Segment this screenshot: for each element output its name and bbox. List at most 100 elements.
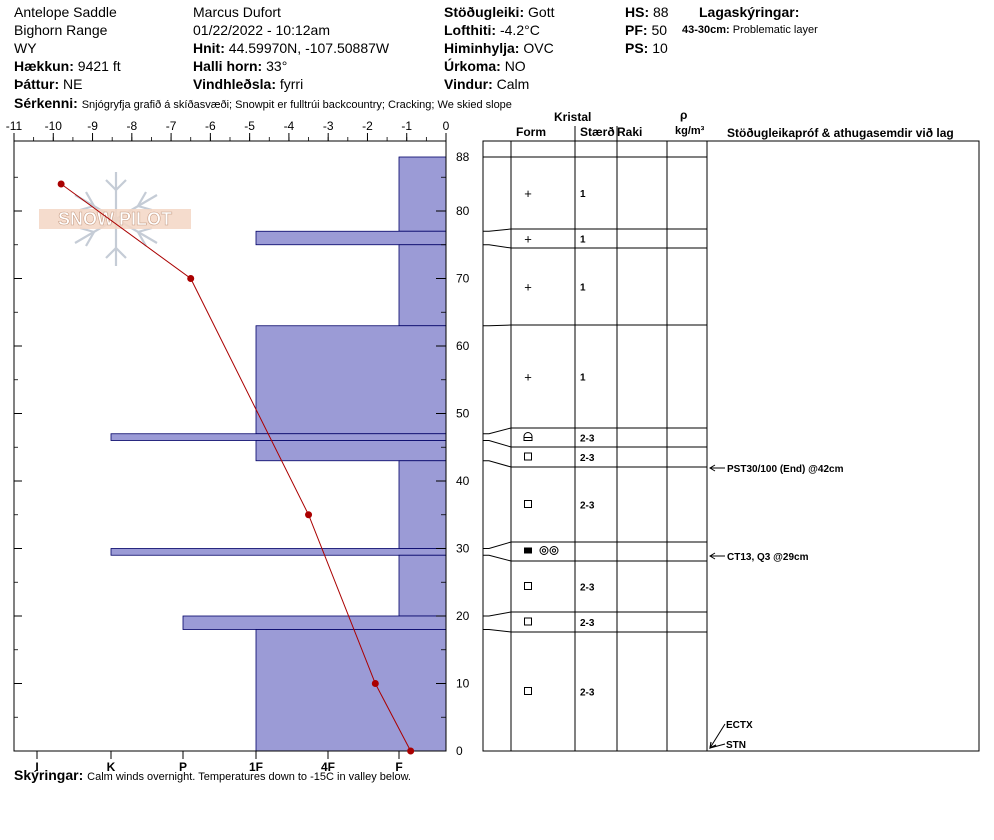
slope-value: 33° [266,58,288,74]
row-connector [483,244,512,249]
snowpilot-logo: SNOW PILOT [39,172,191,266]
layer-table: +1 + 1 + 1 + 1 2-3 2-3 2-3 2-3 2-3 2-3 [482,126,980,752]
crystal-form-square [524,687,532,695]
crystal-size: 1 [580,373,586,384]
row-connector [483,541,512,549]
temp-tick-label: -7 [166,119,177,133]
crystal-form-square [524,582,532,590]
logo-text: SNOW PILOT [58,209,172,229]
hardness-bar [255,230,447,246]
aspect-label: Þáttur: [14,76,60,92]
rho-header: ρ [680,108,688,122]
test-arrowhead [709,464,716,472]
hardness-bar [398,460,447,549]
layer-notes-title: Lagaskýringar: [699,4,800,20]
depth-top-label: 88 [456,150,470,164]
depth-tick-label: 30 [456,542,470,556]
ps: PS: 10 [625,40,668,56]
crystal-form-ring-inner [551,548,557,553]
aspect: Þáttur: NE [14,76,82,92]
sky-cover: Himinhylja: OVC [444,40,554,56]
test-arrowhead [709,741,717,749]
wind-value: Calm [496,76,530,92]
crystal-size: 2-3 [580,583,595,594]
footer-label: Skýringar: [14,767,84,783]
crystal-form-plus: + [524,370,532,385]
crystal-size: 2-3 [580,618,595,629]
temp-tick-label: -1 [401,119,412,133]
depth-tick-label: 60 [456,339,470,353]
crystal-size: 1 [580,235,586,246]
test-label: STN [726,740,746,751]
kristal-header: Kristal [554,110,592,124]
temp-tick-label: -10 [45,119,63,133]
temp-tick-label: 0 [443,119,450,133]
tests-header: Stöðugleikapróf & athugasemdir við lag [727,126,954,140]
test-label: CT13, Q3 @29cm [727,552,809,563]
hs-label: HS: [625,4,650,20]
table-frame [482,140,980,752]
pf: PF: 50 [625,22,667,38]
precip-value: NO [504,58,526,74]
crystal-form-square [524,452,532,461]
footer-value: Calm winds overnight. Temperatures down … [87,771,411,783]
aspect-value: NE [63,76,83,92]
hardness-bar [182,615,447,630]
crystal-form-hoar [523,432,533,441]
temp-tick-label: -9 [87,119,98,133]
row-connector [483,629,512,633]
temp-tick-label: -6 [205,119,216,133]
stability: Stöðugleiki: Gott [444,4,554,20]
density-unit-header: kg/m³ [675,125,705,137]
footer-comments: Skýringar: Calm winds overnight. Tempera… [14,767,411,785]
location-name: Antelope Saddle [14,4,117,20]
temp-tick-label: -5 [244,119,255,133]
hardness-tick-label: 1F [249,760,263,774]
elevation-label: Hækkun: [14,58,74,74]
precipitation: Úrkoma: NO [444,58,526,74]
row-connector [483,324,512,327]
temp-tick-label: -8 [126,119,137,133]
wind-label: Vindur: [444,76,493,92]
crystal-size: 2-3 [580,453,595,464]
ps-label: PS: [625,40,649,56]
crystal-form-ring-inner [541,548,547,553]
row-connector [483,228,512,232]
hardness-bar [255,440,447,462]
sky-label: Himinhylja: [444,40,520,56]
coordinates: Hnit: 44.59970N, -107.50887W [193,40,389,56]
air-temp-label: Lofthiti: [444,22,497,38]
air-temp: Lofthiti: -4.2°C [444,22,540,38]
crystal-form-plus: + [524,280,532,295]
wind-loading: Vindhleðsla: fyrri [193,76,303,92]
row-connector [483,427,512,435]
row-connector [483,440,512,448]
hardness-tick-label: F [395,760,402,774]
coords-label: Hnit: [193,40,225,56]
temp-point [305,511,313,519]
wind-loading-value: fyrri [279,76,304,92]
layer-note-text: Problematic layer [732,24,818,36]
crystal-form-square [524,500,532,508]
hardness-bars [110,156,447,752]
hardness-bar [110,433,447,441]
hardness-tick-label: K [107,760,116,774]
chart-axes: -11 -10 -9 -8 -7 -6 -5 -4 -3 -2 -1 0I K P 1F 4F F0102030… [6,119,470,774]
coords-value: 44.59970N, -107.50887W [228,40,390,56]
depth-tick-label: 10 [456,677,470,691]
crystal-size: 2-3 [580,688,595,699]
features-value: Snjógryfja grafið á skíðasvæði; Snowpit … [81,99,512,111]
crystal-size: 2-3 [580,434,595,445]
elevation: Hækkun: 9421 ft [14,58,121,74]
stability-tests: PST30/100 (End) @42cm CT13, Q3 @29cm ECTX S… [709,464,844,751]
test-label: ECTX [726,720,753,731]
pf-label: PF: [625,22,648,38]
elevation-value: 9421 ft [77,58,121,74]
hardness-bar [110,548,447,556]
row-connector [483,611,512,617]
crystal-form-plus: + [524,186,532,201]
temp-tick-label: -11 [6,119,23,133]
temp-point [407,747,415,755]
ps-value: 10 [652,40,668,56]
